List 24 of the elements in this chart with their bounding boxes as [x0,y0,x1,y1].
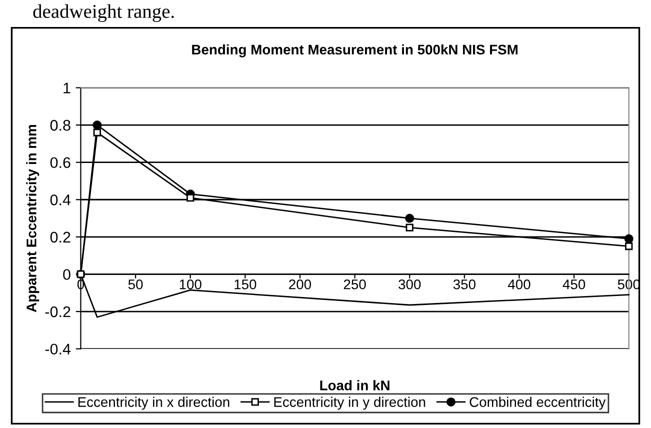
y-tick-label: 0 [63,269,70,280]
x-tick-label: 50 [128,279,143,290]
x-tick-label: 450 [562,279,586,290]
y-tick-label: 0.4 [50,194,71,206]
y-tick-label: -0.4 [45,344,71,355]
legend-label: Combined eccentricity [470,396,606,410]
y-tick-label: 0.2 [50,232,70,243]
y-tick-label: 1 [64,82,70,94]
x-tick-label: 200 [289,279,312,290]
x-tick-label: 100 [180,279,202,290]
x-tick-label: 400 [508,279,530,290]
x-tick-label: 350 [453,279,476,290]
x-tick-label: 300 [398,279,421,290]
legend-label: Eccentricity in x direction [78,396,230,410]
text: deadweight range. [33,4,174,22]
x-tick-label: 250 [344,279,366,290]
y-tick-label: 0.6 [50,157,70,168]
legend-label: Eccentricity in y direction [274,396,426,410]
y-tick-label: 0.8 [50,120,70,131]
chart-title: Bending Moment Measurement in 500kN NIS FSM [192,44,518,58]
x-axis-title: Load in kN [320,380,390,390]
y-axis-title: Apparent Eccentricity in mm [26,124,40,312]
x-tick-label: 150 [234,279,256,290]
y-tick-label: -0.2 [45,306,70,318]
